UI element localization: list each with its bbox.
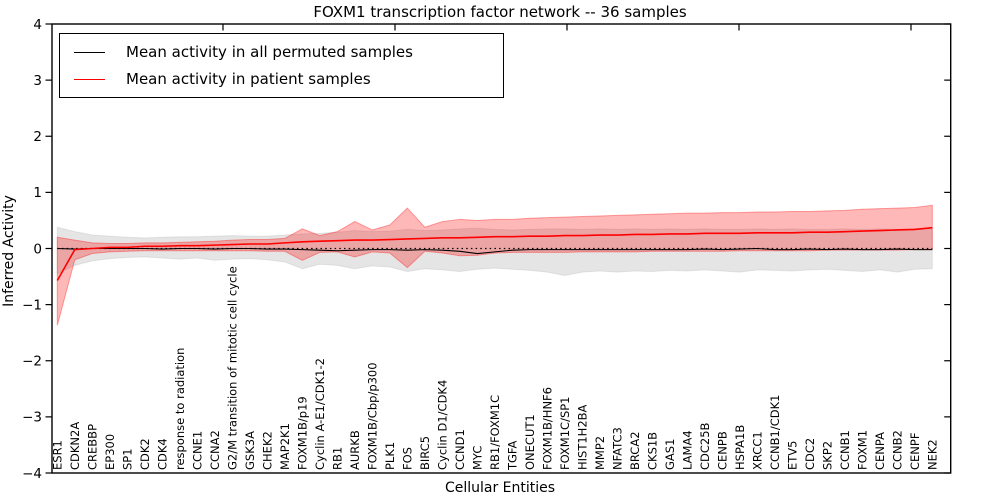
x-tick-label: MAP2K1 <box>278 423 292 470</box>
y-tick-label: −2 <box>22 354 42 370</box>
x-tick-label: CDC25B <box>698 422 712 470</box>
x-tick-label: FOXM1B/Cbp/p300 <box>366 362 380 470</box>
x-tick-label: ONECUT1 <box>523 414 537 470</box>
x-tick-label: ETV5 <box>786 441 800 470</box>
x-tick-label: CKS1B <box>646 432 660 470</box>
x-tick-label: ESR1 <box>51 440 65 470</box>
x-tick-label: NFATC3 <box>611 427 625 470</box>
x-tick-label: CENPB <box>716 431 730 470</box>
x-tick-label: XRCC1 <box>751 431 765 470</box>
x-tick-label: Cyclin D1/CDK4 <box>436 380 450 470</box>
x-tick-label: FOXM1B/HNF6 <box>541 387 555 470</box>
x-tick-label: CHEK2 <box>261 431 275 470</box>
x-tick-label: BIRC5 <box>418 436 432 470</box>
y-tick-label: −3 <box>22 410 42 426</box>
x-tick-label: FOXM1C/SP1 <box>558 396 572 470</box>
x-tick-label: CREBBP <box>86 424 100 470</box>
x-tick-label: LAMA4 <box>681 430 695 470</box>
legend-entry-patient: Mean activity in patient samples <box>74 70 503 88</box>
x-tick-label: response to radiation <box>173 348 187 470</box>
x-tick-label: CENPF <box>908 433 922 470</box>
x-tick-label: TGFA <box>506 441 520 471</box>
x-tick-label: MYC <box>471 446 485 470</box>
x-tick-label: CCNA2 <box>208 430 222 470</box>
x-tick-label: FOXM1B/p19 <box>296 396 310 470</box>
x-tick-label: CCNB2 <box>891 430 905 470</box>
y-tick-label: −1 <box>22 297 42 313</box>
x-tick-label: EP300 <box>103 434 117 470</box>
x-tick-label: HIST1H2BA <box>576 404 590 470</box>
x-tick-label: CCNE1 <box>191 431 205 470</box>
x-tick-label: BRCA2 <box>628 431 642 470</box>
legend-line-sample-black <box>74 51 105 53</box>
legend-entry-permuted: Mean activity in all permuted samples <box>74 43 503 61</box>
legend-line-sample-red <box>74 78 105 80</box>
x-tick-label: FOXM1 <box>856 430 870 470</box>
y-tick-label: 3 <box>33 73 42 89</box>
x-tick-label: Cyclin A-E1/CDK1-2 <box>313 358 327 470</box>
x-tick-label: CCNB1 <box>838 430 852 470</box>
y-tick-label: 1 <box>33 185 42 201</box>
x-axis-title: Cellular Entities <box>444 480 556 496</box>
y-tick-label: 4 <box>33 17 42 33</box>
x-tick-label: CENPA <box>873 432 887 470</box>
permuted-confidence-band <box>56 226 933 276</box>
x-tick-label: HSPA1B <box>733 425 747 470</box>
chart-title: FOXM1 transcription factor network -- 36… <box>313 3 687 21</box>
x-tick-label: CCND1 <box>453 429 467 470</box>
x-tick-label: MMP2 <box>593 436 607 470</box>
y-tick-label: −4 <box>22 466 42 482</box>
x-tick-label: CDC2 <box>803 438 817 470</box>
patient-mean-line <box>56 226 933 281</box>
y-tick-label: 0 <box>33 241 42 257</box>
x-tick-label: AURKB <box>348 430 362 470</box>
x-tick-label: GSK3A <box>243 431 257 470</box>
y-axis-title: Inferred Activity <box>1 195 17 307</box>
x-tick-label: PLK1 <box>383 442 397 470</box>
legend-box: Mean activity in all permuted samples Me… <box>59 33 504 98</box>
x-tick-label: SKP2 <box>821 441 835 470</box>
x-tick-label: NEK2 <box>926 439 940 470</box>
legend-label-permuted: Mean activity in all permuted samples <box>126 43 413 61</box>
legend-label-patient: Mean activity in patient samples <box>126 70 371 88</box>
x-tick-label: GAS1 <box>663 439 677 470</box>
permuted-mean-line <box>57 247 933 255</box>
x-tick-label: FOS <box>401 447 415 470</box>
x-tick-label: CDK4 <box>156 438 170 470</box>
x-tick-label: RB1/FOXM1C <box>488 395 502 470</box>
x-tick-label: RB1 <box>331 447 345 470</box>
x-tick-label: CDK2 <box>138 438 152 470</box>
x-tick-label: CDKN2A <box>68 422 82 470</box>
x-tick-label: G2/M transition of mitotic cell cycle <box>226 266 240 470</box>
x-tick-label: CCNB1/CDK1 <box>768 395 782 471</box>
x-tick-label: SP1 <box>121 448 135 470</box>
y-tick-label: 2 <box>33 129 42 145</box>
